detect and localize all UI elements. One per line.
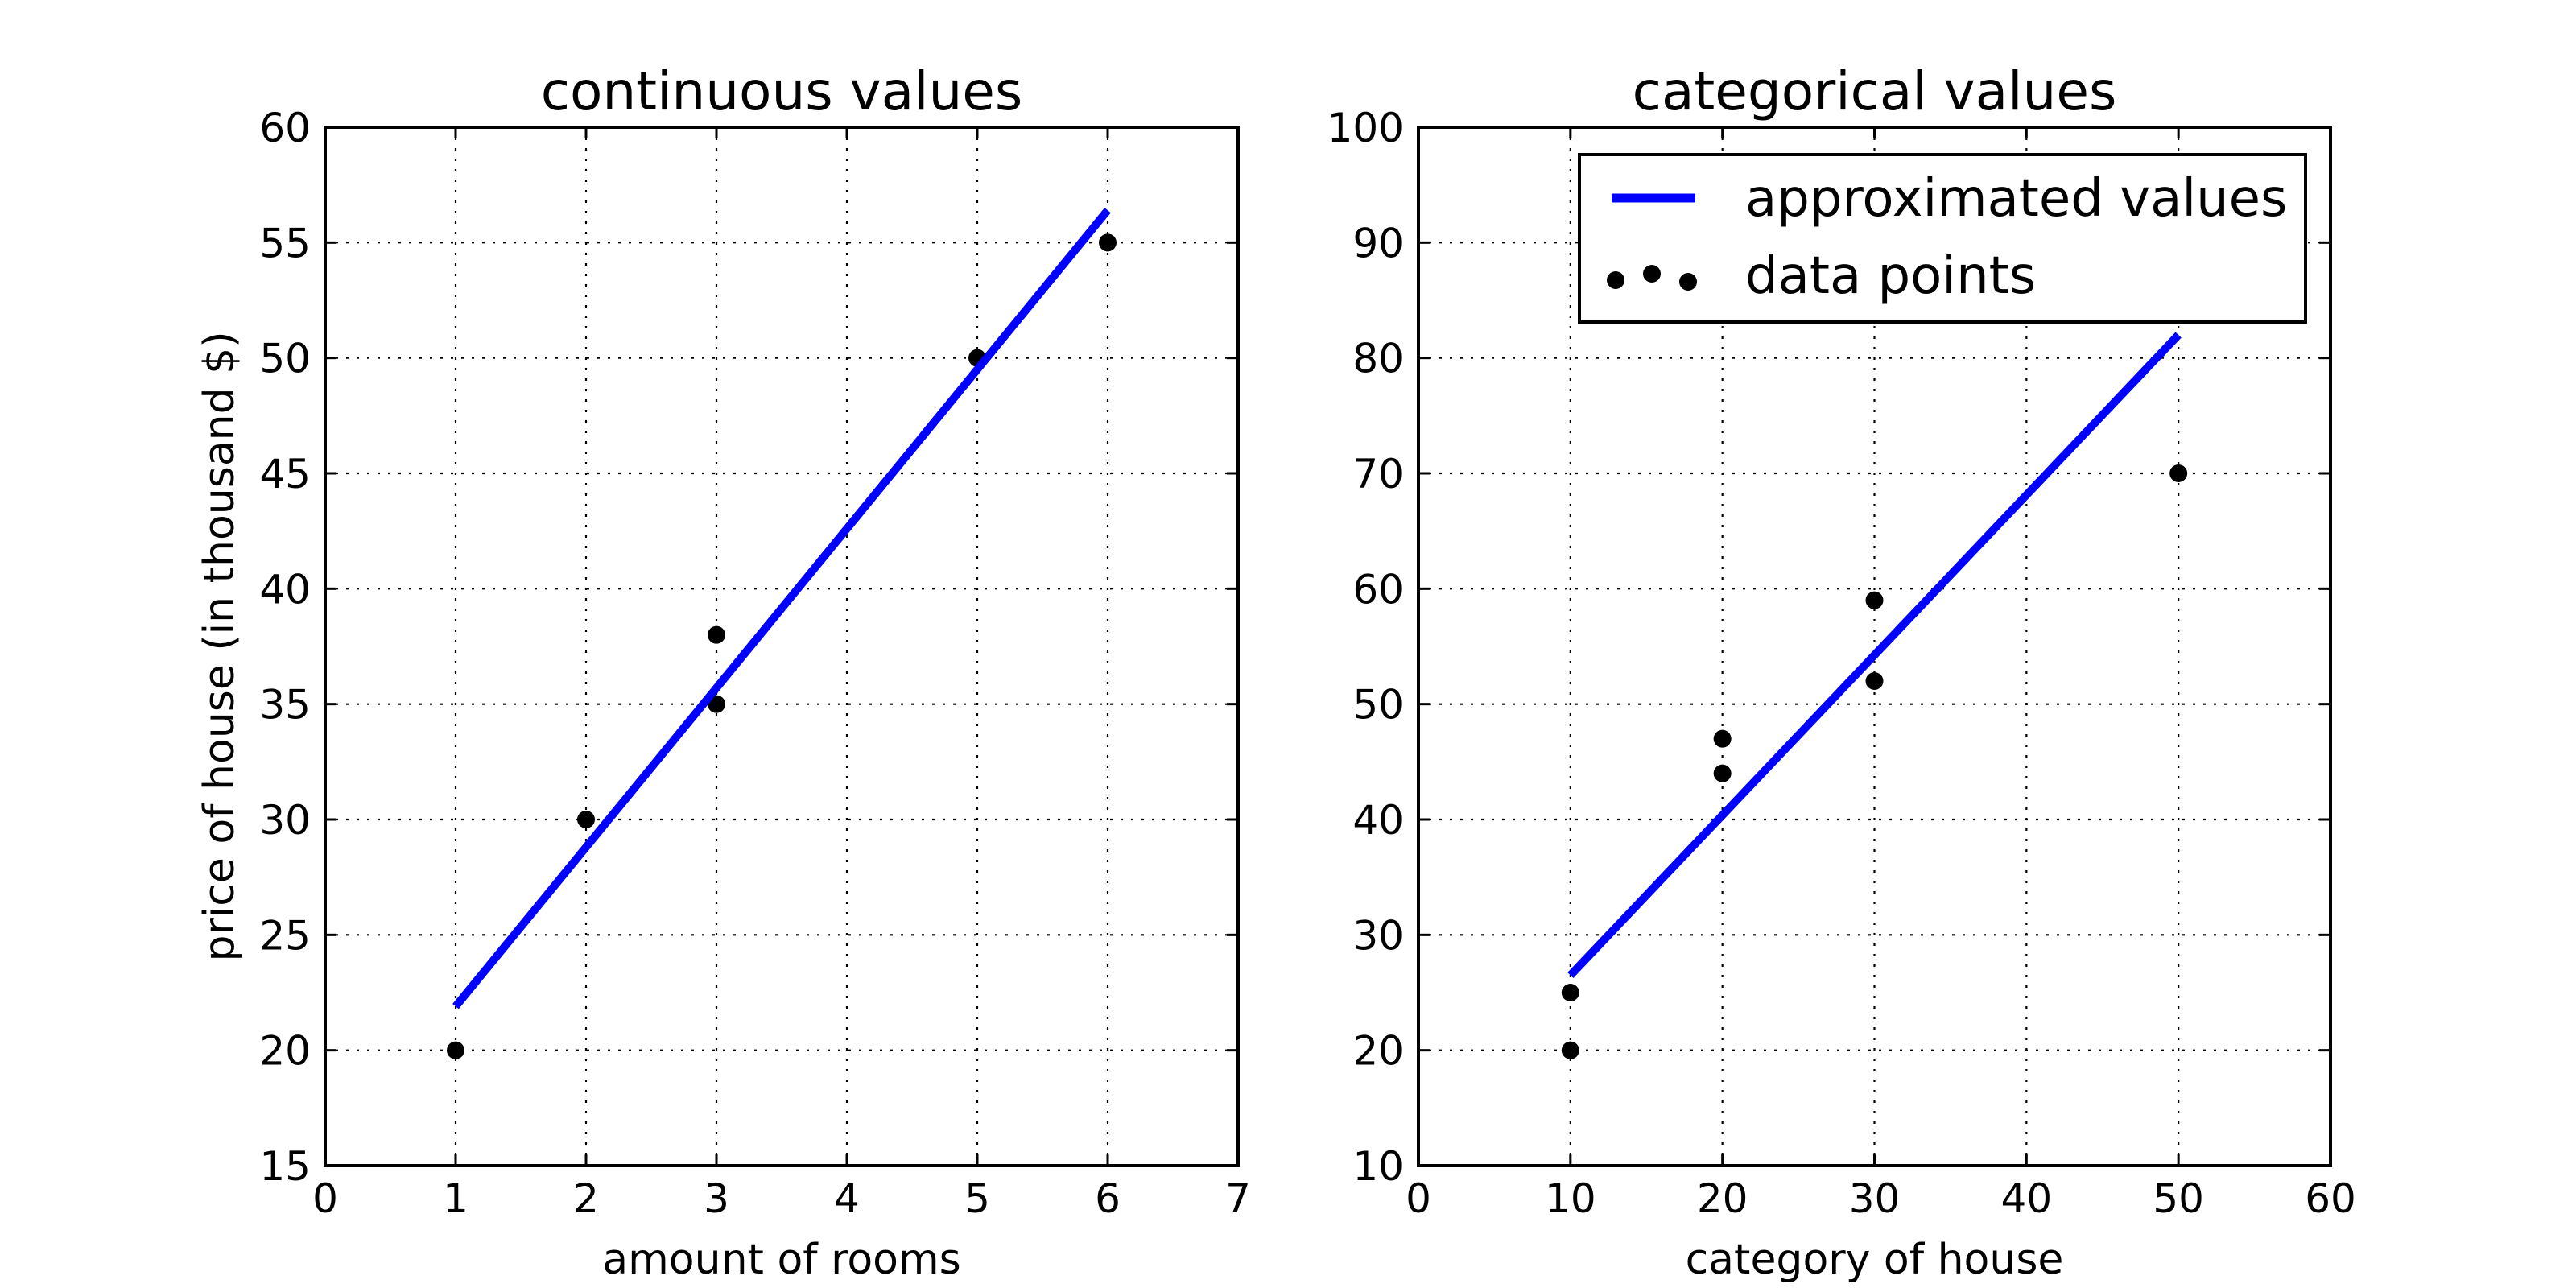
- plot-frame: [1417, 126, 2332, 1167]
- y-tick-label: 45: [259, 451, 311, 497]
- x-tick-label: 60: [2305, 1175, 2356, 1222]
- x-tick-label: 0: [312, 1175, 338, 1222]
- data-point: [1561, 1041, 1579, 1059]
- x-tick-label: 6: [1095, 1175, 1121, 1222]
- data-point: [1865, 591, 1884, 609]
- plot-frame: [324, 126, 1240, 1167]
- x-axis-label: category of house: [1686, 1236, 2064, 1284]
- x-tick-label: 2: [573, 1175, 599, 1222]
- y-tick-label: 10: [1352, 1143, 1404, 1190]
- y-tick-label: 50: [1352, 682, 1404, 729]
- y-tick-label: 15: [259, 1143, 311, 1190]
- legend-label: approximated values: [1745, 169, 2287, 229]
- legend-box: [1578, 153, 2307, 324]
- data-point: [1713, 729, 1732, 748]
- approximated-values-line: [452, 208, 1111, 1009]
- y-tick-label: 70: [1352, 451, 1404, 497]
- data-point: [1561, 984, 1579, 1001]
- approximated-values-line: [1567, 332, 2182, 978]
- x-axis-label: amount of rooms: [602, 1236, 960, 1284]
- data-point: [1865, 672, 1884, 690]
- y-tick-label: 55: [259, 220, 311, 266]
- x-tick-label: 10: [1545, 1175, 1596, 1222]
- y-tick-label: 60: [1352, 566, 1404, 613]
- data-point: [577, 811, 595, 828]
- y-tick-label: 30: [1352, 912, 1404, 959]
- chart-title: continuous values: [541, 60, 1023, 122]
- y-tick-label: 20: [259, 1028, 311, 1075]
- legend-dot-swatch: [1607, 271, 1624, 289]
- x-tick-label: 3: [704, 1175, 729, 1222]
- y-tick-label: 35: [259, 682, 311, 729]
- x-tick-label: 1: [443, 1175, 469, 1222]
- y-tick-label: 100: [1327, 105, 1404, 151]
- y-tick-label: 90: [1352, 220, 1404, 266]
- data-point: [447, 1041, 464, 1059]
- y-tick-label: 80: [1352, 336, 1404, 382]
- x-tick-label: 5: [964, 1175, 990, 1222]
- y-tick-label: 30: [259, 797, 311, 844]
- data-point: [2169, 464, 2188, 482]
- x-tick-label: 20: [1697, 1175, 1748, 1222]
- y-tick-label: 25: [259, 912, 311, 959]
- data-point: [1099, 233, 1117, 252]
- x-tick-label: 30: [1849, 1175, 1901, 1222]
- x-tick-label: 4: [834, 1175, 860, 1222]
- categorical-values-chart: 0 10 20 30 40 50 60102030405060708090100catego…: [1327, 60, 2356, 1284]
- legend-label: data points: [1745, 246, 2036, 306]
- y-tick-label: 60: [259, 105, 311, 151]
- data-point: [1713, 764, 1732, 782]
- x-tick-label: 0: [1406, 1175, 1431, 1222]
- y-axis-label: price of house (in thousand $): [196, 331, 244, 961]
- chart-title: categorical values: [1633, 60, 2117, 122]
- legend-dot-swatch: [1643, 265, 1661, 283]
- data-point: [708, 625, 725, 644]
- y-tick-label: 50: [259, 336, 311, 382]
- legend-dot-swatch: [1679, 273, 1697, 291]
- legend: approximated values data points: [1578, 153, 2307, 324]
- x-tick-label: 40: [2001, 1175, 2053, 1222]
- x-tick-label: 7: [1225, 1175, 1251, 1222]
- y-tick-label: 40: [259, 566, 311, 613]
- x-tick-label: 50: [2153, 1175, 2204, 1222]
- y-tick-label: 40: [1352, 797, 1404, 844]
- y-tick-label: 20: [1352, 1028, 1404, 1075]
